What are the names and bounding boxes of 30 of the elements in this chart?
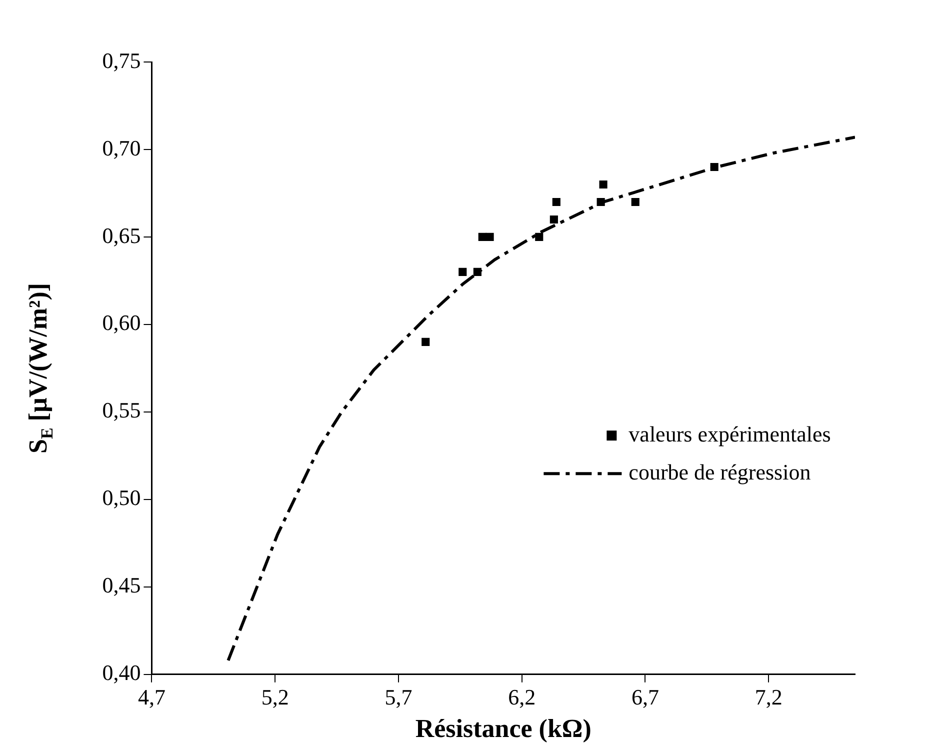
y-tick-label: 0,45 xyxy=(102,572,141,598)
x-tick-label: 6,7 xyxy=(631,684,659,710)
legend-label: valeurs expérimentales xyxy=(628,421,831,446)
point xyxy=(458,268,467,276)
x-tick-label: 7,2 xyxy=(754,684,782,710)
y-tick-label: 0,60 xyxy=(102,310,141,336)
point xyxy=(599,180,608,189)
point xyxy=(596,198,605,206)
point xyxy=(552,198,560,206)
line-series xyxy=(226,136,855,662)
point xyxy=(473,268,482,276)
point xyxy=(486,232,494,242)
x-tick-label: 5,7 xyxy=(384,684,412,710)
point xyxy=(535,232,544,242)
x-tick-label: 4,7 xyxy=(138,684,166,710)
y-tick-label: 0,70 xyxy=(102,135,141,160)
x-tick-label: 5,2 xyxy=(261,684,289,710)
y-tick-label: 0,40 xyxy=(102,660,141,686)
y-axis-title: SE [µV/(W/m²)] xyxy=(24,282,56,454)
point xyxy=(710,162,718,172)
legend-label: courbe de régression xyxy=(628,459,811,484)
point xyxy=(422,338,430,346)
point xyxy=(550,215,558,224)
point xyxy=(631,198,640,206)
y-tick-label: 0,75 xyxy=(102,48,141,73)
y-tick-label: 0,50 xyxy=(102,485,141,510)
x-tick-label: 6,2 xyxy=(508,684,536,710)
y-tick-label: 0,55 xyxy=(102,398,141,423)
x-axis-title: Résistance (kΩ) xyxy=(415,714,592,744)
y-tick-label: 0,65 xyxy=(102,222,141,248)
